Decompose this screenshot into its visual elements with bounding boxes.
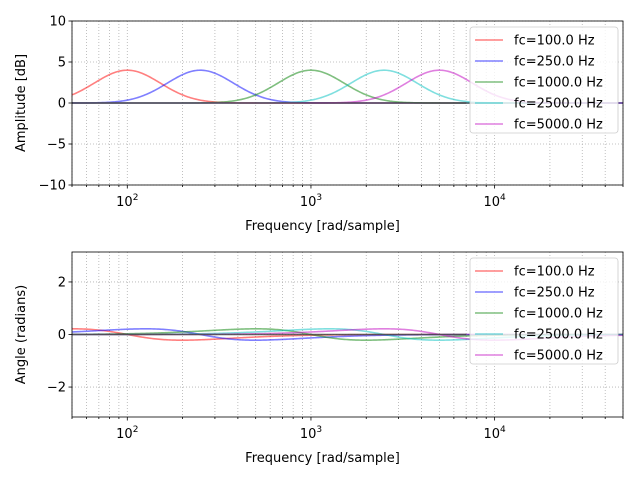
ticks: −2 0 2 102 103 104: [47, 275, 624, 442]
y-tick-label: −2: [47, 381, 66, 396]
ticks: −10 −5 0 5 10 102 103 104: [39, 15, 624, 210]
legend-label: fc=5000.0 Hz: [514, 349, 603, 364]
x-axis-label: Frequency [rad/sample]: [245, 219, 400, 234]
x-tick-label: 103: [300, 193, 322, 210]
legend-label: fc=1000.0 Hz: [514, 76, 603, 91]
legend-label: fc=1000.0 Hz: [514, 307, 603, 322]
y-tick-label: 10: [49, 15, 66, 30]
x-tick-label: 103: [300, 425, 322, 442]
y-tick-label: −10: [39, 179, 66, 194]
y-tick-label: 2: [58, 275, 66, 290]
legend-label: fc=2500.0 Hz: [514, 328, 603, 343]
legend-label: fc=2500.0 Hz: [514, 97, 603, 112]
legend: fc=100.0 Hz fc=250.0 Hz fc=1000.0 Hz fc=250…: [469, 257, 619, 365]
x-tick-label: 104: [483, 193, 506, 210]
legend-label: fc=250.0 Hz: [514, 286, 595, 301]
y-tick-label: 0: [58, 328, 66, 343]
y-tick-label: 5: [58, 56, 66, 71]
legend-label: fc=100.0 Hz: [514, 265, 595, 280]
x-tick-label: 102: [116, 193, 138, 210]
y-tick-label: 0: [58, 97, 66, 112]
legend-label: fc=250.0 Hz: [514, 55, 595, 70]
x-axis-label: Frequency [rad/sample]: [245, 451, 400, 466]
panel-amplitude: −10 −5 0 5 10 102 103 104 Frequency [rad/sample]…: [14, 15, 624, 234]
y-axis-label: Amplitude [dB]: [14, 54, 29, 152]
y-axis-label: Angle (radians): [14, 285, 29, 384]
legend-box: [469, 26, 619, 134]
legend-label: fc=100.0 Hz: [514, 34, 595, 49]
legend-label: fc=5000.0 Hz: [514, 118, 603, 133]
y-tick-label: −5: [47, 138, 66, 153]
legend-box: [469, 257, 619, 365]
panel-angle: −2 0 2 102 103 104 Frequency [rad/sample] Angle…: [14, 251, 624, 466]
legend: fc=100.0 Hz fc=250.0 Hz fc=1000.0 Hz fc=250…: [469, 26, 619, 134]
x-tick-label: 102: [116, 425, 138, 442]
x-tick-label: 104: [483, 425, 506, 442]
